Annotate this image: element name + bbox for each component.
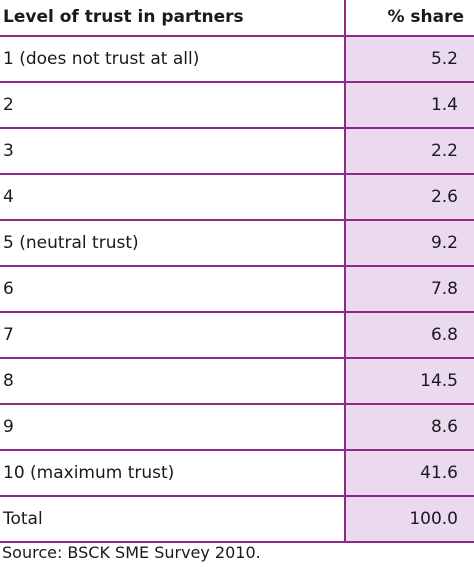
table-header-row: Level of trust in partners % share	[0, 0, 474, 37]
table-row: 8 14.5	[0, 358, 474, 405]
table-row: 1 (does not trust at all) 5.2	[0, 36, 474, 83]
row-value: 2.2	[344, 128, 474, 175]
row-label: 1 (does not trust at all)	[0, 36, 345, 83]
row-value: 7.8	[344, 266, 474, 313]
table-row: 2 1.4	[0, 82, 474, 129]
row-label: 3	[0, 128, 345, 175]
row-value: 5.2	[344, 36, 474, 83]
row-label: 9	[0, 404, 345, 451]
table-row: 3 2.2	[0, 128, 474, 175]
row-label: 8	[0, 358, 345, 405]
table-row: 7 6.8	[0, 312, 474, 359]
table-total-row: Total 100.0	[0, 496, 474, 543]
source-note: Source: BSCK SME Survey 2010.	[2, 543, 261, 562]
total-value: 100.0	[344, 496, 474, 543]
row-label: 7	[0, 312, 345, 359]
row-value: 2.6	[344, 174, 474, 221]
row-label: 5 (neutral trust)	[0, 220, 345, 267]
row-value: 14.5	[344, 358, 474, 405]
row-label: 4	[0, 174, 345, 221]
row-value: 41.6	[344, 450, 474, 497]
row-value: 6.8	[344, 312, 474, 359]
column-header-share: % share	[344, 0, 474, 37]
row-label: 2	[0, 82, 345, 129]
trust-table-container: Level of trust in partners % share 1 (do…	[0, 0, 474, 543]
row-label: 10 (maximum trust)	[0, 450, 345, 497]
column-header-level: Level of trust in partners	[0, 0, 345, 37]
table-row: 6 7.8	[0, 266, 474, 313]
row-value: 8.6	[344, 404, 474, 451]
total-label: Total	[0, 496, 345, 543]
table-row: 9 8.6	[0, 404, 474, 451]
row-label: 6	[0, 266, 345, 313]
table-row: 5 (neutral trust) 9.2	[0, 220, 474, 267]
table-row: 4 2.6	[0, 174, 474, 221]
table-row: 10 (maximum trust) 41.6	[0, 450, 474, 497]
trust-table: Level of trust in partners % share 1 (do…	[0, 0, 474, 543]
row-value: 1.4	[344, 82, 474, 129]
row-value: 9.2	[344, 220, 474, 267]
